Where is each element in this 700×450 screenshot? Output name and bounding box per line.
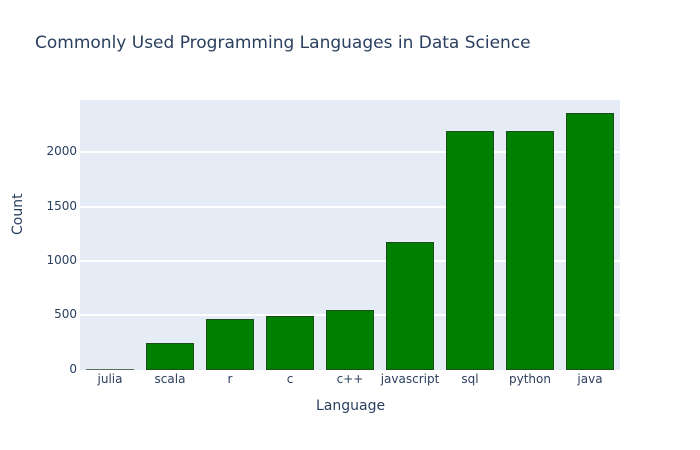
gridline: [80, 151, 620, 154]
x-tick-label: java: [577, 372, 603, 386]
x-tick-label: javascript: [380, 372, 440, 386]
y-tick-label: 500: [54, 307, 77, 322]
y-tick-label: 0: [69, 361, 77, 376]
x-tick-label: sql: [461, 372, 479, 386]
bar-julia[interactable]: [86, 368, 134, 370]
gridline: [80, 205, 620, 208]
y-tick-label: 1500: [46, 198, 77, 213]
x-tick-label: python: [509, 372, 551, 386]
bar-c[interactable]: [266, 315, 314, 370]
bar-r[interactable]: [206, 318, 254, 370]
x-tick-label: scala: [154, 372, 186, 386]
x-tick-label: r: [227, 372, 233, 386]
x-tick-label: c: [286, 372, 294, 386]
y-tick-label: 2000: [46, 144, 77, 159]
bar-scala[interactable]: [146, 342, 194, 370]
bar-java[interactable]: [566, 113, 614, 370]
bar-python[interactable]: [506, 130, 554, 370]
chart-title: Commonly Used Programming Languages in D…: [35, 33, 531, 53]
y-axis-label: Count: [10, 193, 26, 235]
bar-c++[interactable]: [326, 310, 374, 370]
gridline: [80, 260, 620, 262]
bar-javascript[interactable]: [386, 241, 434, 370]
y-tick-label: 1000: [46, 253, 77, 267]
x-tick-label: c++: [336, 372, 364, 386]
bar-sql[interactable]: [446, 130, 494, 370]
x-axis-label: Language: [316, 398, 386, 414]
plot-area: [80, 100, 620, 370]
x-tick-label: julia: [97, 372, 123, 386]
